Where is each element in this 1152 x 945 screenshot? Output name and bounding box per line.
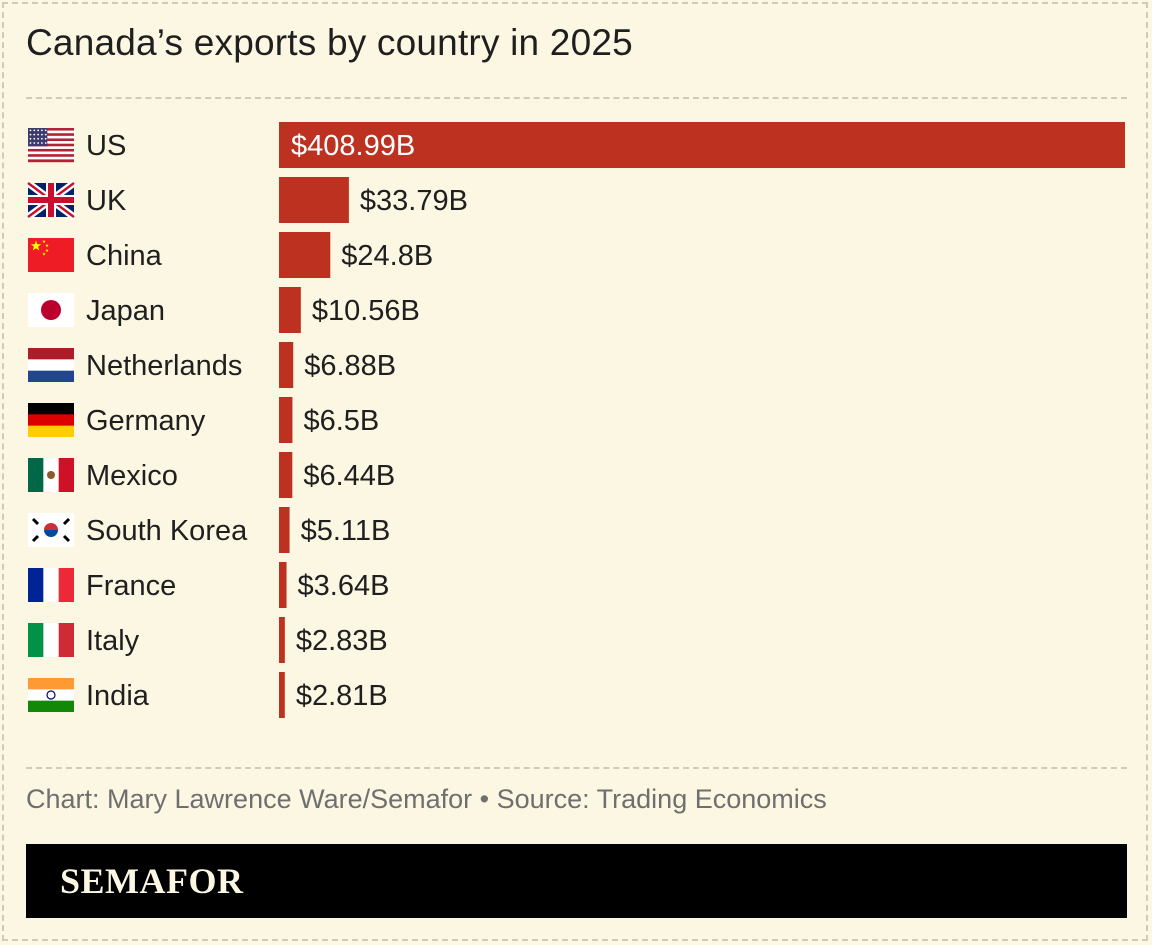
bar-italy <box>279 617 285 663</box>
value-label-germany: $6.5B <box>303 405 379 437</box>
italy-flag-icon <box>28 623 74 657</box>
france-flag-icon <box>28 568 74 602</box>
brand-footer: SEMAFOR <box>26 844 1127 918</box>
uk-flag-icon <box>25 180 77 220</box>
india-flag-icon <box>28 678 74 712</box>
bar-india <box>279 672 285 718</box>
bar-france <box>279 562 287 608</box>
bar-uk <box>279 177 349 223</box>
bar-japan <box>279 287 301 333</box>
bar-netherlands <box>279 342 294 388</box>
bar-south-korea <box>279 507 290 553</box>
value-label-uk: $33.79B <box>360 185 468 217</box>
country-label-netherlands: Netherlands <box>86 350 242 382</box>
bar-germany <box>279 397 293 443</box>
country-label-china: China <box>86 240 163 272</box>
us-flag-icon <box>28 128 74 163</box>
japan-flag-icon <box>28 293 74 327</box>
value-label-india: $2.81B <box>296 680 388 712</box>
netherlands-flag-icon <box>28 348 74 382</box>
china-flag-icon <box>28 238 74 272</box>
value-label-france: $3.64B <box>298 570 390 602</box>
country-label-mexico: Mexico <box>86 460 178 492</box>
bottom-divider <box>26 767 1127 769</box>
chart-credit: Chart: Mary Lawrence Ware/Semafor • Sour… <box>26 784 827 814</box>
value-label-italy: $2.83B <box>296 625 388 657</box>
germany-flag-icon <box>28 403 74 437</box>
country-label-uk: UK <box>86 185 127 217</box>
country-label-japan: Japan <box>86 295 165 327</box>
country-label-south-korea: South Korea <box>86 515 248 547</box>
value-label-netherlands: $6.88B <box>304 350 396 382</box>
bar-chart: US $408.99B UK $33.79B China $24.8B Japan $10.5… <box>25 122 1125 718</box>
top-divider <box>26 97 1127 99</box>
brand-logo: SEMAFOR <box>60 861 244 901</box>
bar-mexico <box>279 452 293 498</box>
bar-us <box>279 122 1125 168</box>
country-label-india: India <box>86 680 150 712</box>
country-label-italy: Italy <box>86 625 140 657</box>
value-label-us: $408.99B <box>291 130 415 162</box>
chart-title: Canada’s exports by country in 2025 <box>26 22 633 63</box>
bar-china <box>279 232 331 278</box>
country-label-us: US <box>86 130 126 162</box>
country-label-france: France <box>86 570 176 602</box>
value-label-china: $24.8B <box>341 240 433 272</box>
value-label-mexico: $6.44B <box>303 460 395 492</box>
south-korea-flag-icon <box>28 513 74 547</box>
value-label-south-korea: $5.11B <box>301 515 391 547</box>
value-label-japan: $10.56B <box>312 295 420 327</box>
country-label-germany: Germany <box>86 405 206 437</box>
mexico-flag-icon <box>28 458 74 492</box>
